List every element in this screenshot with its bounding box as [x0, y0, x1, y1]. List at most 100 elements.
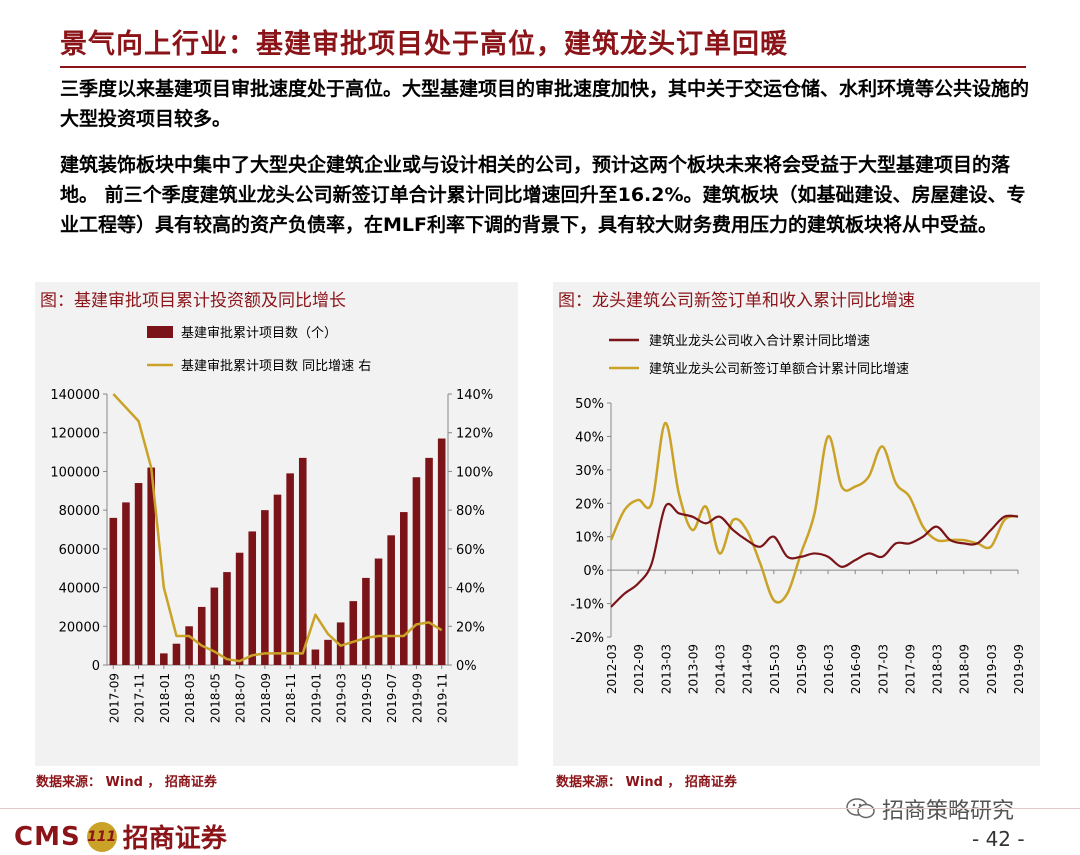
left-chart-title: 图：基建审批项目累计投资额及同比增长 [40, 291, 346, 311]
x-tick-label: 2017-11 [133, 673, 147, 723]
x-tick-label: 2019-09 [410, 673, 424, 723]
left-y-tick-label: 0 [92, 659, 100, 674]
company-logo: CMS 111 招商证券 [14, 818, 227, 855]
y-tick-label: 0% [583, 564, 604, 579]
left-y-tick-label: 120000 [50, 427, 100, 442]
logo-company-name: 招商证券 [122, 824, 227, 854]
x-tick-label: 2017-09 [107, 673, 121, 723]
bar [362, 577, 370, 665]
left-y-tick-label: 60000 [59, 543, 100, 558]
x-tick-label: 2017-09 [903, 644, 917, 694]
x-tick-label: 2019-03 [985, 644, 999, 694]
legend-bar-swatch [147, 326, 173, 338]
x-tick-label: 2019-03 [335, 673, 349, 723]
x-tick-label: 2019-11 [436, 673, 450, 723]
x-tick-label: 2012-09 [632, 644, 646, 694]
x-tick-label: 2016-03 [822, 644, 836, 694]
legend-bar-label: 基建审批累计项目数（个） [181, 326, 337, 341]
left-chart: 基建审批累计项目数（个） 基建审批累计项目数 同比增速 右 0 20000 40000 6… [50, 326, 493, 723]
y-tick-label: -10% [570, 598, 604, 613]
page-number: - 42 - [972, 827, 1025, 851]
y-tick-label: 50% [575, 397, 604, 412]
bar [437, 438, 446, 665]
right-y-tick-label: 120% [456, 427, 493, 442]
paragraph-2: 建筑装饰板块中集中了大型央企建筑企业或与设计相关的公司，预计这两个板块未来将会受… [60, 154, 1026, 236]
x-tick-label: 2014-09 [741, 644, 755, 694]
legend-revenue-label: 建筑业龙头公司收入合计累计同比增速 [649, 333, 870, 349]
x-tick-label: 2017-03 [876, 644, 890, 694]
title-divider [60, 66, 1026, 68]
y-tick-label: 20% [575, 497, 604, 512]
bar [324, 639, 332, 665]
bar [185, 626, 193, 665]
right-y-tick-label: 140% [456, 388, 493, 403]
left-y-tick-label: 40000 [59, 582, 100, 597]
x-tick-label: 2018-11 [284, 673, 298, 723]
bar [400, 512, 408, 665]
bar [387, 535, 395, 665]
right-chart-title: 图：龙头建筑公司新签订单和收入累计同比增速 [558, 291, 915, 311]
right-y-tick-label: 100% [456, 465, 493, 480]
bar [349, 601, 358, 665]
bar [172, 643, 181, 665]
x-tick-label: 2018-07 [234, 673, 248, 723]
footer-divider [0, 808, 1080, 809]
x-tick-label: 2019-01 [309, 673, 323, 723]
bar [425, 457, 433, 665]
bar [374, 558, 383, 665]
left-y-tick-label: 20000 [59, 620, 100, 635]
bar [109, 517, 118, 665]
x-tick-label: 2016-09 [849, 644, 863, 694]
x-tick-label: 2018-09 [259, 673, 273, 723]
bar [273, 494, 282, 665]
y-tick-label: -20% [570, 631, 604, 646]
y-tick-label: 40% [575, 430, 604, 445]
bar [160, 653, 168, 665]
x-tick-label: 2019-09 [1012, 644, 1026, 694]
bar [147, 467, 155, 665]
x-tick-label: 2012-03 [605, 644, 619, 694]
wechat-icon [846, 798, 875, 819]
x-tick-label: 2014-03 [714, 644, 728, 694]
page-title: 景气向上行业：基建审批项目处于高位，建筑龙头订单回暖 [60, 29, 788, 60]
x-tick-label: 2018-01 [158, 673, 172, 723]
logo-cms-text: CMS [14, 821, 81, 852]
x-tick-label: 2019-05 [360, 673, 374, 723]
x-tick-label: 2015-09 [795, 644, 809, 694]
right-y-tick-label: 60% [456, 543, 485, 558]
y-tick-label: 30% [575, 464, 604, 479]
legend-orders-label: 建筑业龙头公司新签订单额合计累计同比增速 [649, 361, 909, 377]
bar [210, 587, 219, 665]
x-tick-label: 2013-03 [659, 644, 673, 694]
bar [122, 502, 130, 665]
legend-line-label: 基建审批累计项目数 同比增速 右 [181, 359, 371, 374]
right-chart-panel [553, 282, 1040, 766]
wechat-account: 招商策略研究 [846, 793, 1014, 825]
bar [223, 572, 231, 665]
x-tick-label: 2013-09 [686, 644, 700, 694]
x-tick-label: 2018-05 [208, 673, 222, 723]
bar [197, 606, 206, 665]
bar [248, 531, 257, 665]
y-tick-label: 10% [575, 531, 604, 546]
x-tick-label: 2018-03 [183, 673, 197, 723]
wechat-account-name: 招商策略研究 [882, 799, 1015, 824]
x-tick-label: 2018-03 [931, 644, 945, 694]
right-y-tick-label: 40% [456, 582, 485, 597]
x-tick-label: 2015-03 [768, 644, 782, 694]
right-chart-source: 数据来源： Wind ， 招商证券 [556, 775, 737, 790]
left-y-tick-label: 100000 [50, 465, 100, 480]
bar [336, 622, 345, 665]
bar [298, 457, 307, 665]
right-y-tick-label: 80% [456, 504, 485, 519]
x-tick-label: 2018-09 [958, 644, 972, 694]
right-y-tick-label: 20% [456, 620, 485, 635]
bar [286, 473, 294, 665]
bar [311, 649, 320, 665]
bar [261, 510, 269, 665]
right-y-tick-label: 0% [456, 659, 477, 674]
bar [412, 477, 421, 665]
left-y-tick-label: 140000 [50, 388, 100, 403]
logo-badge-icon: 111 [86, 821, 117, 852]
